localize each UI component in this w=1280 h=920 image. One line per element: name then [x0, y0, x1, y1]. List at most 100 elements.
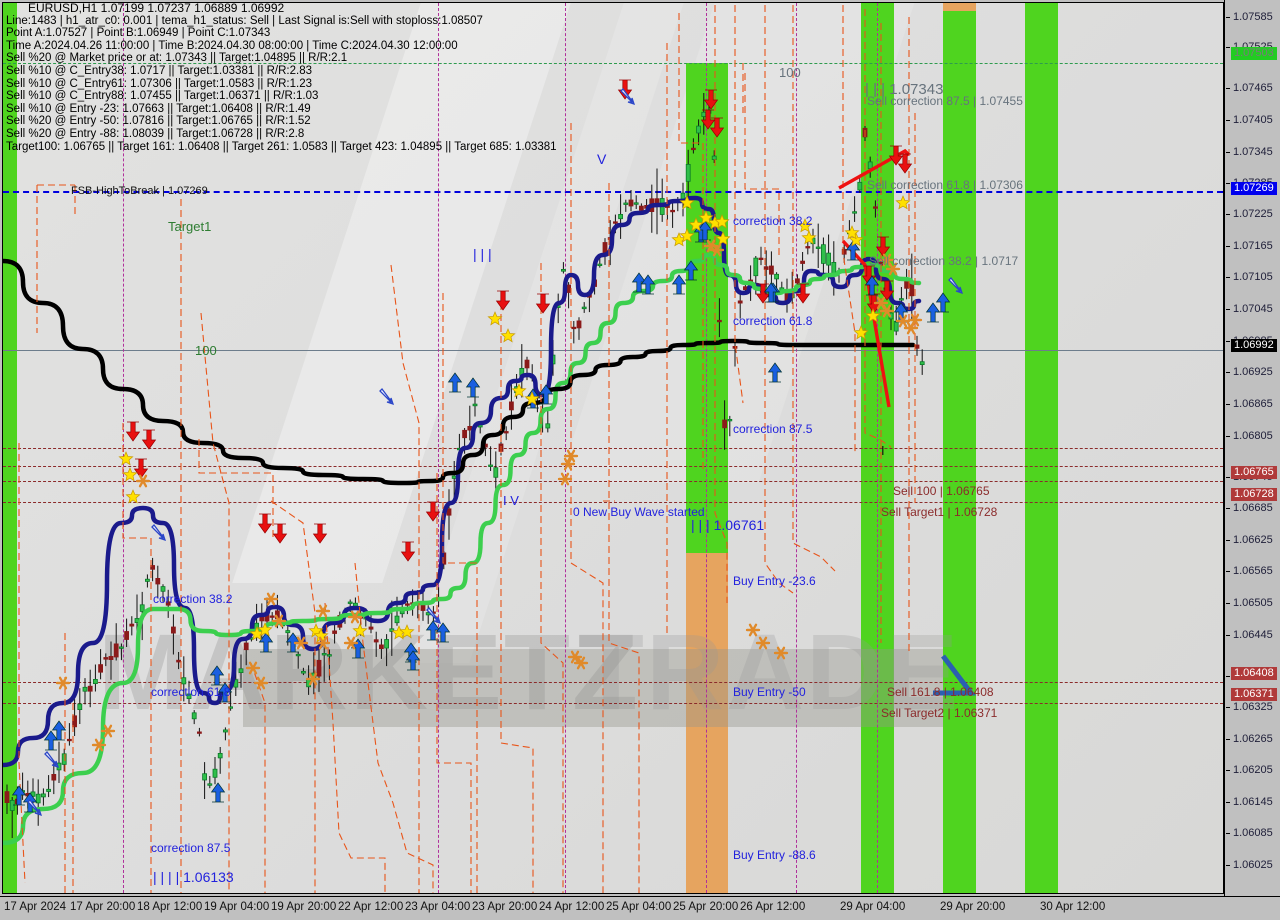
chart-annotation: | | | 1.07343 — [865, 81, 944, 98]
price-tick: 1.06025 — [1225, 859, 1280, 872]
day-separator — [706, 3, 707, 893]
price-tick: 1.07465 — [1225, 82, 1280, 95]
price-tick: 1.06145 — [1225, 796, 1280, 809]
chart-annotation: FSB-HighToBreak | 1.07269 — [71, 185, 208, 197]
time-tick: 30 Apr 12:00 — [1040, 901, 1106, 913]
session-band — [686, 553, 728, 893]
price-tick: 1.06685 — [1225, 502, 1280, 515]
day-separator — [877, 3, 878, 893]
price-tick: 1.06265 — [1225, 733, 1280, 746]
level-line-target1 — [3, 63, 1223, 64]
level-line-fsb-high — [3, 191, 1223, 193]
price-highlight-label: 1.07269 — [1231, 182, 1277, 195]
header-info-row: Sell %20 @ Entry -88: 1.08039 || Target:… — [6, 127, 305, 140]
level-line-aux1 — [3, 448, 1223, 449]
chart-annotation: Buy Entry -50 — [733, 685, 806, 699]
chart-annotation: Sell correction 61.8 | 1.07306 — [867, 178, 1023, 192]
chart-annotation: Target1 — [168, 219, 212, 234]
day-separator — [565, 3, 566, 893]
price-tick: 1.06325 — [1225, 701, 1280, 714]
level-line-aux2 — [3, 466, 1223, 467]
price-tick: 1.07585 — [1225, 11, 1280, 24]
price-tick: 1.06505 — [1225, 597, 1280, 610]
chart-annotation: correction 87.5 — [151, 841, 231, 855]
time-tick: 17 Apr 20:00 — [70, 901, 136, 913]
time-tick: 25 Apr 20:00 — [673, 901, 739, 913]
session-band — [943, 11, 976, 893]
price-tick: 1.06205 — [1225, 764, 1280, 777]
price-tick: 1.06565 — [1225, 565, 1280, 578]
chart-header-info: EURUSD,H1 1.07199 1.07237 1.06889 1.0699… — [6, 2, 557, 153]
chart-annotation: | | | — [473, 246, 492, 262]
chart-annotation: 0 New Buy Wave started — [573, 505, 705, 519]
level-line-sell100 — [3, 481, 1223, 482]
time-tick: 23 Apr 20:00 — [472, 901, 538, 913]
price-tick: 1.06445 — [1225, 629, 1280, 642]
price-highlight-label: 1.06371 — [1231, 688, 1277, 701]
price-highlight-label: 1.06992 — [1231, 339, 1277, 352]
price-tick: 1.06625 — [1225, 534, 1280, 547]
price-tick: 1.07225 — [1225, 208, 1280, 221]
header-info-row: Sell %10 @ C_Entry88: 1.07455 || Target:… — [6, 90, 319, 103]
chart-annotation: correction 38.2 — [153, 592, 233, 606]
price-highlight-label: 1.06765 — [1231, 466, 1277, 479]
chart-annotation: I V — [503, 493, 519, 508]
watermark-text-2: TRADE — [578, 611, 960, 732]
chart-annotation: V — [597, 151, 607, 167]
level-line-zero100 — [3, 350, 1223, 351]
watermark-box — [243, 649, 943, 727]
time-scale[interactable]: 17 Apr 2024 17 Apr 20:00 18 Apr 12:00 19 Ap… — [0, 896, 1280, 920]
header-info-row: Target100: 1.06765 || Target 161: 1.0640… — [6, 140, 557, 153]
chart-annotation: Sell 161.8 | 1.06408 — [887, 685, 994, 699]
chart-annotation: Sell 100 | 1.06765 — [893, 484, 990, 498]
level-line-sell1618 — [3, 682, 1223, 683]
price-tick: 1.06925 — [1225, 366, 1280, 379]
time-tick: 24 Apr 12:00 — [539, 901, 605, 913]
chart-annotation: Sell correction 38.2 | 1.0717 — [869, 254, 1019, 268]
chart-annotation: correction 61.8 — [151, 685, 231, 699]
level-line-selltarget2 — [3, 703, 1223, 704]
chart-annotation: Sell Target2 | 1.06371 — [881, 706, 998, 720]
header-info-row: Time A:2024.04.26 11:00:00 | Time B:2024… — [6, 39, 458, 52]
chart-annotation: 100 — [779, 65, 801, 80]
price-tick: 1.06865 — [1225, 398, 1280, 411]
chart-annotation: I — [881, 443, 885, 458]
time-tick: 26 Apr 12:00 — [740, 901, 806, 913]
time-tick: 23 Apr 04:00 — [405, 901, 471, 913]
time-tick: 17 Apr 2024 — [4, 901, 67, 913]
price-tick: 1.07345 — [1225, 146, 1280, 159]
price-tick: 1.06085 — [1225, 827, 1280, 840]
time-tick: 19 Apr 04:00 — [204, 901, 270, 913]
time-tick: 29 Apr 04:00 — [840, 901, 906, 913]
price-highlight-label: 1.06728 — [1231, 488, 1277, 501]
price-highlight-label: 1.07503 — [1231, 47, 1277, 60]
header-info-row: Sell %20 @ Market price or at: 1.07343 |… — [6, 52, 348, 65]
header-info-row: Line:1483 | h1_atr_c0: 0.001 | tema_h1_s… — [6, 14, 483, 27]
day-separator — [796, 3, 797, 893]
chart-drawing-layer — [3, 5, 977, 893]
chart-annotation: Sell correction 87.5 | 1.07455 — [867, 94, 1023, 108]
day-separator — [438, 3, 439, 893]
chart-annotation: Buy Entry -88.6 — [733, 848, 816, 862]
price-tick: 1.07405 — [1225, 114, 1280, 127]
price-highlight-label: 1.06408 — [1231, 667, 1277, 680]
level-line-selltarget1 — [3, 502, 1223, 503]
price-tick: 1.07105 — [1225, 271, 1280, 284]
header-info-row: Sell %10 @ C_Entry61: 1.07306 || Target:… — [6, 77, 312, 90]
session-band — [943, 3, 976, 11]
header-info-row: Sell %10 @ C_Entry38: 1.0717 || Target:1… — [6, 64, 312, 77]
chart-annotation: correction 38.2 — [733, 214, 813, 228]
time-tick: 29 Apr 20:00 — [940, 901, 1006, 913]
symbol-ohlc-line: EURUSD,H1 1.07199 1.07237 1.06889 1.0699… — [28, 1, 285, 15]
chart-annotation: | | | | 1.06133 — [153, 869, 234, 885]
chart-annotation: correction 87.5 — [733, 422, 813, 436]
price-scale[interactable]: 1.075851.075251.074651.074051.073451.072… — [1224, 0, 1280, 896]
time-tick: 25 Apr 04:00 — [606, 901, 672, 913]
chart-annotation: Buy Entry -23.6 — [733, 574, 816, 588]
header-info-row: Sell %10 @ Entry -23: 1.07663 || Target:… — [6, 102, 311, 115]
header-info-row: Sell %20 @ Entry -50: 1.07816 || Target:… — [6, 115, 311, 128]
chart-annotation: Sell Target1 | 1.06728 — [881, 505, 998, 519]
time-tick: 22 Apr 12:00 — [338, 901, 404, 913]
chart-annotation: correction 61.8 — [733, 314, 813, 328]
